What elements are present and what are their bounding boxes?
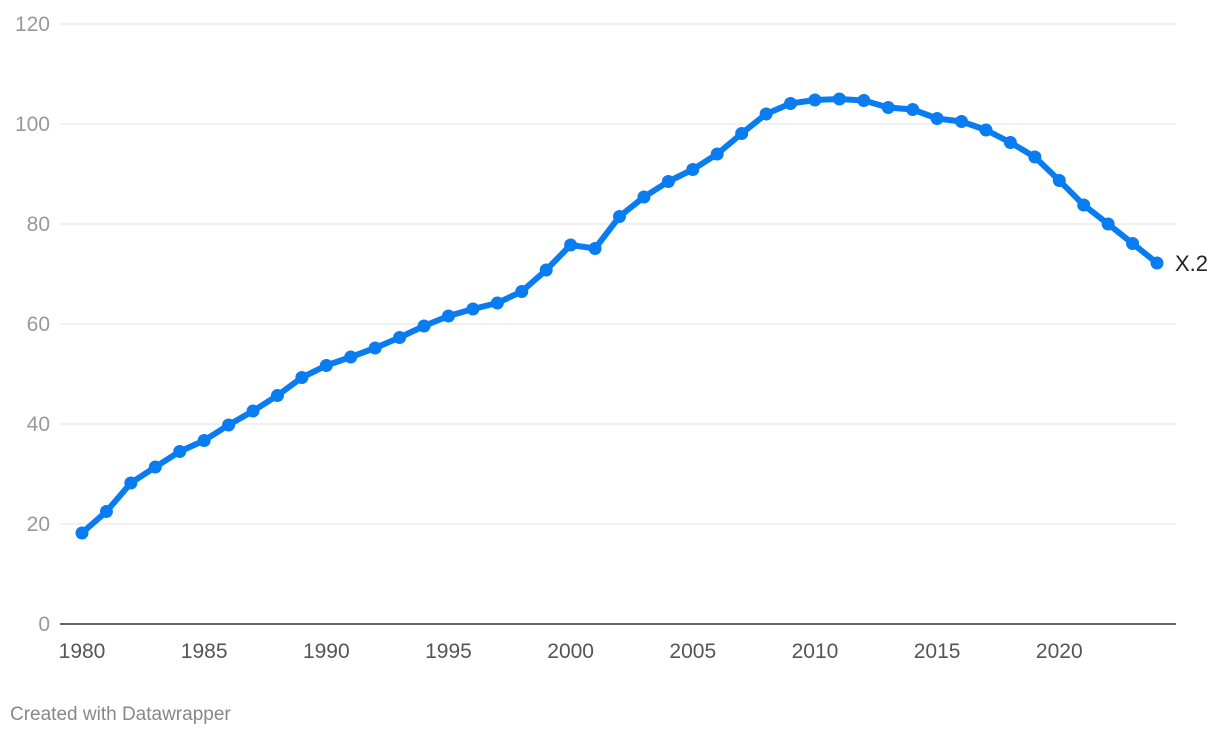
- data-point: [1101, 217, 1115, 231]
- data-point: [832, 92, 846, 106]
- data-point: [1150, 256, 1164, 270]
- y-tick-label: 40: [27, 413, 50, 436]
- x-tick-label: 1980: [59, 640, 106, 663]
- data-point: [808, 93, 822, 107]
- data-point: [979, 123, 993, 137]
- data-point: [295, 371, 309, 384]
- data-point: [1077, 198, 1091, 212]
- data-point: [930, 112, 944, 125]
- data-point: [466, 302, 480, 316]
- data-point: [955, 115, 969, 128]
- data-point: [270, 389, 284, 402]
- data-point: [735, 127, 749, 140]
- data-point: [1003, 136, 1017, 149]
- y-tick-label: 0: [38, 613, 50, 636]
- data-point: [246, 404, 260, 418]
- data-point: [75, 526, 89, 540]
- data-point: [148, 460, 162, 474]
- data-point: [564, 238, 578, 252]
- series-end-label: X.2: [1175, 251, 1208, 276]
- x-tick-label: 1995: [425, 640, 472, 663]
- data-point: [710, 147, 724, 161]
- x-tick-label: 2015: [914, 640, 961, 663]
- series-line: [79, 96, 1160, 536]
- y-tick-label: 20: [27, 513, 50, 536]
- y-axis-ticks: 0 20 40 60 80 100 120: [15, 13, 50, 636]
- data-point: [661, 175, 675, 188]
- data-point: [393, 331, 407, 344]
- data-point: [99, 505, 113, 518]
- data-point: [784, 97, 798, 110]
- data-point: [686, 163, 700, 176]
- data-point: [515, 285, 529, 298]
- data-point: [222, 418, 236, 432]
- x-tick-label: 2010: [792, 640, 839, 663]
- x-axis-ticks: 1980 1985 1990 1995 2000 2005 2010 2015 2020: [59, 640, 1083, 663]
- data-point: [857, 94, 871, 107]
- line-chart: 0 20 40 60 80 100 120 1980 1985 1990 1995 2000 2005…: [15, 13, 1208, 663]
- y-tick-label: 100: [15, 113, 50, 136]
- data-point: [417, 319, 431, 333]
- x-tick-label: 2005: [669, 640, 716, 663]
- x-tick-label: 2020: [1036, 640, 1083, 663]
- data-point: [490, 296, 504, 310]
- x-tick-label: 2000: [547, 640, 594, 663]
- data-point: [613, 210, 626, 223]
- gridlines: [60, 23, 1176, 625]
- data-point: [906, 103, 920, 116]
- data-point: [441, 309, 455, 323]
- data-point: [344, 350, 358, 364]
- x-tick-label: 1985: [181, 640, 228, 663]
- data-point: [197, 434, 211, 447]
- data-point: [1028, 150, 1042, 164]
- data-point: [588, 242, 602, 255]
- data-point: [1126, 237, 1140, 250]
- y-tick-label: 60: [27, 313, 50, 336]
- credit-text: Created with Datawrapper: [10, 704, 231, 725]
- data-point: [759, 107, 773, 121]
- data-point: [1052, 174, 1066, 187]
- data-point: [539, 263, 553, 277]
- data-point: [368, 341, 382, 355]
- y-tick-label: 120: [15, 13, 50, 36]
- x-tick-label: 1990: [303, 640, 350, 663]
- y-tick-label: 80: [27, 213, 50, 236]
- data-point: [881, 101, 895, 114]
- data-point: [319, 359, 333, 372]
- data-point: [124, 476, 138, 490]
- series-group: X.2: [75, 92, 1208, 540]
- data-point: [173, 445, 187, 458]
- data-point: [637, 190, 651, 204]
